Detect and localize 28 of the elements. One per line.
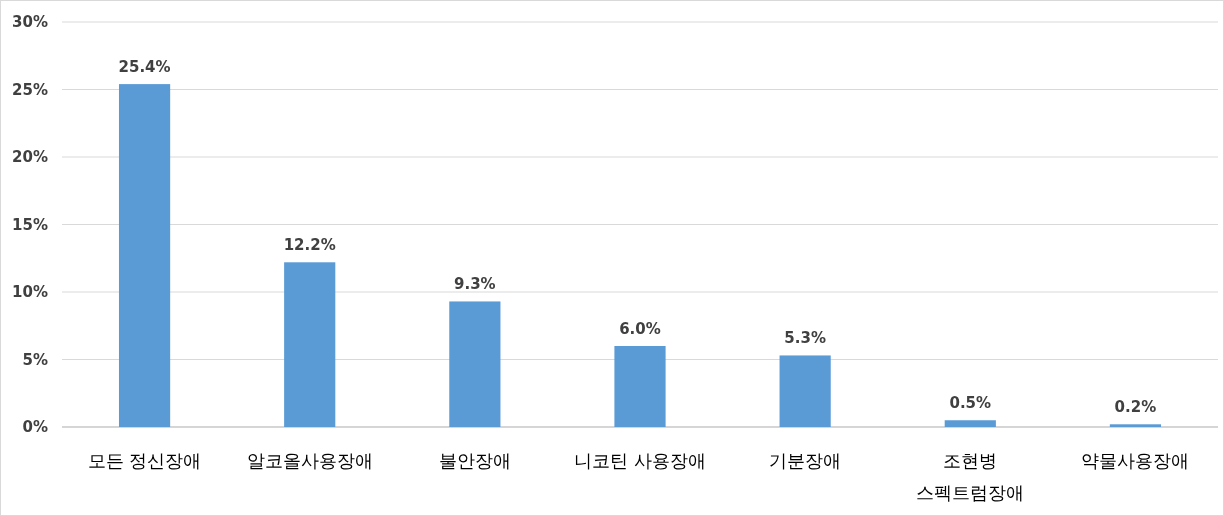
- x-tick-label: 불안장애: [438, 450, 511, 471]
- data-label: 6.0%: [619, 320, 661, 338]
- bar: [1109, 424, 1162, 427]
- y-tick-label: 0%: [22, 418, 48, 436]
- x-tick-label: 조현병 스펙트럼장애: [916, 450, 1025, 503]
- x-tick-label: 모든 정신장애: [87, 450, 202, 471]
- x-tick-label: 약물사용장애: [1081, 450, 1190, 471]
- data-label: 5.3%: [784, 329, 826, 348]
- data-label: 9.3%: [454, 275, 496, 294]
- bar: [118, 84, 171, 427]
- data-label: 25.4%: [118, 58, 171, 77]
- data-label: 12.2%: [283, 236, 336, 255]
- y-tick-label: 30%: [12, 13, 48, 31]
- x-tick-label: 알코올사용장애: [246, 450, 373, 471]
- x-tick-label: 니코틴 사용장애: [574, 450, 706, 471]
- y-tick-label: 20%: [12, 148, 48, 166]
- data-label: 0.2%: [1114, 398, 1157, 417]
- y-tick-label: 15%: [12, 215, 48, 234]
- y-tick-label: 5%: [22, 350, 48, 369]
- y-tick-label: 10%: [12, 283, 48, 301]
- x-tick-label: 기분장애: [769, 450, 842, 471]
- bar: [284, 262, 336, 427]
- bar: [449, 301, 501, 427]
- bar: [614, 346, 666, 427]
- bar: [944, 420, 996, 427]
- data-label: 0.5%: [949, 394, 992, 413]
- y-tick-label: 25%: [12, 80, 48, 99]
- bar: [779, 355, 831, 427]
